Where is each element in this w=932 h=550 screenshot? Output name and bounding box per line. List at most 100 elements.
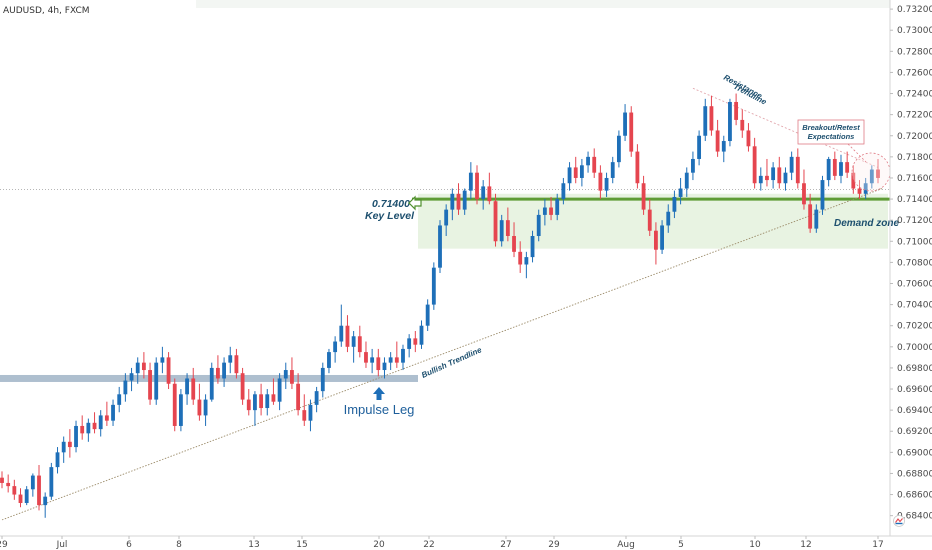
candle: [728, 98, 732, 147]
candle: [234, 348, 239, 379]
candle-body: [851, 172, 856, 189]
candle: [265, 389, 270, 416]
candle-body: [314, 391, 319, 405]
candle-body: [857, 188, 862, 194]
candle-body: [610, 162, 615, 178]
candle: [191, 367, 196, 405]
candle-body: [555, 199, 560, 215]
x-tick-label: 15: [296, 540, 307, 550]
candle: [308, 399, 313, 432]
y-tick-label: 0.69200: [897, 427, 932, 437]
candle-body: [487, 186, 492, 202]
candle-body: [141, 362, 146, 371]
candle: [746, 123, 751, 152]
candle: [549, 196, 553, 221]
candle-body: [499, 220, 504, 242]
breakout-box-line2: Expectations: [808, 132, 855, 141]
candle-body: [111, 404, 115, 421]
candle-body: [666, 211, 671, 226]
candle-body: [505, 220, 510, 237]
candle: [573, 156, 578, 184]
candle-body: [832, 158, 837, 176]
candle: [419, 320, 424, 349]
y-tick-label: 0.70200: [897, 322, 932, 332]
candle: [493, 193, 498, 247]
candle-body: [80, 425, 85, 434]
candle: [209, 362, 214, 402]
candle-body: [826, 158, 831, 181]
candle-body: [222, 362, 226, 379]
y-tick-label: 0.72400: [897, 90, 932, 100]
candle: [616, 130, 621, 168]
candle-body: [728, 101, 732, 142]
candle-body: [148, 370, 152, 400]
y-tick-label: 0.69000: [897, 448, 932, 458]
candle: [641, 175, 646, 215]
x-tick-label: 13: [248, 540, 259, 550]
candle: [869, 165, 874, 189]
y-tick-label: 0.71400: [897, 195, 932, 205]
candle: [697, 130, 702, 166]
candle-body: [598, 172, 603, 191]
candle: [579, 158, 584, 187]
candle: [586, 151, 590, 173]
candle: [49, 462, 54, 500]
candle: [561, 177, 566, 205]
y-tick-label: 0.72000: [897, 132, 932, 142]
candle-body: [6, 482, 11, 487]
candle: [240, 367, 245, 405]
x-tick-label: 29: [0, 540, 8, 550]
candle-body: [283, 370, 288, 379]
candle-body: [777, 167, 782, 184]
candle: [333, 336, 338, 363]
y-tick-label: 0.68800: [897, 469, 932, 479]
candle-body: [351, 336, 356, 347]
candle: [771, 162, 776, 189]
candle: [425, 299, 430, 331]
candle-body: [228, 355, 233, 363]
candle-body: [209, 367, 214, 400]
candle: [246, 389, 251, 416]
candle: [401, 344, 405, 371]
candle-body: [364, 352, 368, 363]
candle-body: [92, 422, 97, 430]
candle: [604, 172, 609, 197]
candle-body: [561, 183, 566, 200]
y-tick-label: 0.73200: [897, 5, 932, 15]
candle-body: [43, 496, 48, 506]
x-tick-label: 5: [678, 540, 684, 550]
candle-body: [734, 101, 739, 120]
candle: [721, 135, 726, 163]
candle: [228, 346, 233, 374]
candle-body: [24, 489, 29, 504]
candle-body: [863, 183, 868, 194]
candle-body: [808, 204, 813, 229]
candle-body: [635, 151, 640, 184]
candle: [802, 169, 806, 210]
y-tick-label: 0.68600: [897, 491, 932, 501]
candle-body: [277, 378, 282, 402]
candle-body: [37, 475, 41, 506]
y-tick-label: 0.72600: [897, 68, 932, 78]
candle-body: [715, 130, 720, 152]
candle: [623, 104, 627, 142]
y-tick-label: 0.72200: [897, 111, 932, 121]
candle-body: [518, 251, 523, 265]
candle: [450, 188, 455, 221]
candle-body: [86, 422, 91, 434]
candle: [530, 230, 535, 263]
candle: [857, 180, 862, 200]
tradingview-logo-icon: [893, 515, 905, 527]
candle-body: [67, 441, 72, 448]
candle: [783, 167, 788, 191]
candle: [709, 95, 714, 136]
candle-body: [413, 338, 418, 345]
candle: [678, 177, 683, 205]
candle-body: [444, 209, 449, 226]
breakout-box-line1: Breakout/Retest: [802, 123, 860, 132]
candle-body: [240, 373, 245, 400]
candle-body: [160, 357, 165, 363]
candle-body: [542, 207, 547, 215]
candle-body: [425, 304, 430, 326]
